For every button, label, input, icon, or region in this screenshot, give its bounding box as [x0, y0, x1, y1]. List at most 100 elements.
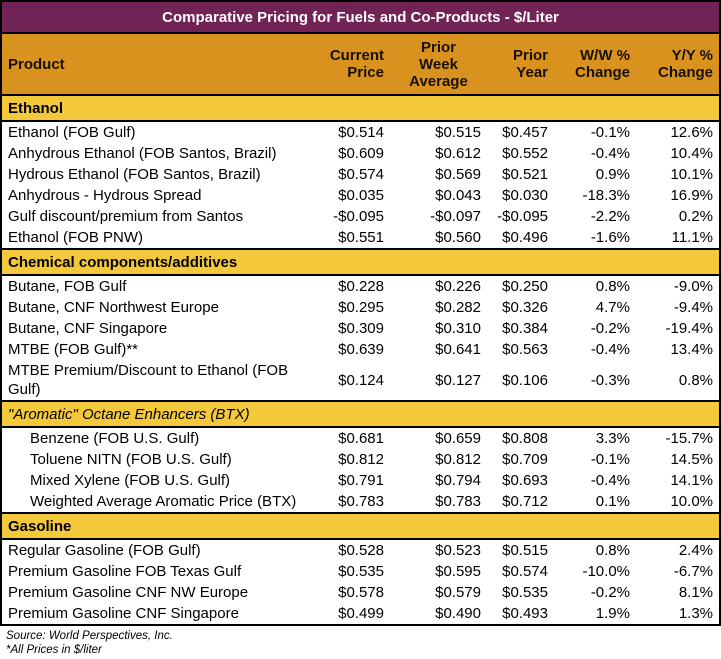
- current-price-cell: $0.514: [314, 121, 390, 143]
- prior-week-average-cell: $0.595: [390, 561, 487, 582]
- prior-week-average-cell: $0.226: [390, 275, 487, 297]
- section-header-row: "Aromatic" Octane Enhancers (BTX): [2, 400, 720, 428]
- current-price-cell: $0.783: [314, 491, 390, 513]
- current-price-cell: $0.578: [314, 582, 390, 603]
- product-cell: Butane, CNF Singapore: [2, 318, 314, 339]
- section-title: Chemical components/additives: [2, 248, 720, 276]
- ww-change-cell: 0.8%: [554, 539, 636, 561]
- product-cell: Gulf discount/premium from Santos: [2, 206, 314, 227]
- yy-change-cell: 10.4%: [636, 143, 720, 164]
- yy-change-cell: 13.4%: [636, 339, 720, 360]
- prior-year-cell: $0.384: [487, 318, 554, 339]
- column-header-prior-year: Prior Year: [487, 33, 554, 96]
- ww-change-cell: -0.2%: [554, 582, 636, 603]
- current-price-cell: $0.528: [314, 539, 390, 561]
- table-row: Ethanol (FOB PNW) $0.551 $0.560 $0.496 -1.6%…: [2, 227, 720, 249]
- current-price-cell: $0.639: [314, 339, 390, 360]
- yy-change-cell: 16.9%: [636, 185, 720, 206]
- prior-week-average-cell: $0.794: [390, 470, 487, 491]
- column-header-prior-week-average: Prior Week Average: [390, 33, 487, 96]
- table-row: Premium Gasoline CNF NW Europe $0.578 $0.5…: [2, 582, 720, 603]
- table-row: MTBE Premium/Discount to Ethanol (FOB Gu…: [2, 360, 720, 401]
- prior-week-average-cell: $0.043: [390, 185, 487, 206]
- table-row: Premium Gasoline CNF Singapore $0.499 $0.4…: [2, 603, 720, 624]
- yy-change-cell: 10.1%: [636, 164, 720, 185]
- prior-year-cell: $0.521: [487, 164, 554, 185]
- prior-year-cell: $0.808: [487, 427, 554, 449]
- prior-year-cell: $0.496: [487, 227, 554, 249]
- prior-week-average-cell: $0.569: [390, 164, 487, 185]
- ww-change-cell: -0.3%: [554, 360, 636, 401]
- product-cell: Ethanol (FOB Gulf): [2, 121, 314, 143]
- ww-change-cell: -0.1%: [554, 449, 636, 470]
- yy-change-cell: 8.1%: [636, 582, 720, 603]
- table-row: Butane, FOB Gulf $0.228 $0.226 $0.250 0.8% -9…: [2, 275, 720, 297]
- prior-week-average-cell: $0.560: [390, 227, 487, 249]
- yy-change-cell: 0.2%: [636, 206, 720, 227]
- prior-year-cell: $0.574: [487, 561, 554, 582]
- source-note: Source: World Perspectives, Inc.: [6, 630, 173, 642]
- ww-change-cell: -0.4%: [554, 470, 636, 491]
- yy-change-cell: 2.4%: [636, 539, 720, 561]
- product-cell: Benzene (FOB U.S. Gulf): [2, 427, 314, 449]
- table-title: Comparative Pricing for Fuels and Co-Pro…: [2, 2, 720, 34]
- ww-change-cell: -0.2%: [554, 318, 636, 339]
- product-cell: Weighted Average Aromatic Price (BTX): [2, 491, 314, 513]
- table-row: Weighted Average Aromatic Price (BTX) $0.…: [2, 491, 720, 513]
- ww-change-cell: -1.6%: [554, 227, 636, 249]
- table-row: Ethanol (FOB Gulf) $0.514 $0.515 $0.457 -0.1…: [2, 121, 720, 143]
- current-price-cell: $0.309: [314, 318, 390, 339]
- product-cell: Anhydrous - Hydrous Spread: [2, 185, 314, 206]
- prior-week-average-cell: $0.641: [390, 339, 487, 360]
- product-cell: Mixed Xylene (FOB U.S. Gulf): [2, 470, 314, 491]
- ww-change-cell: 3.3%: [554, 427, 636, 449]
- prior-year-cell: $0.552: [487, 143, 554, 164]
- prior-year-cell: $0.457: [487, 121, 554, 143]
- yy-change-cell: 11.1%: [636, 227, 720, 249]
- prior-week-average-cell: $0.783: [390, 491, 487, 513]
- current-price-cell: $0.499: [314, 603, 390, 624]
- prior-year-cell: $0.712: [487, 491, 554, 513]
- table-row: Gulf discount/premium from Santos -$0.095…: [2, 206, 720, 227]
- yy-change-cell: 14.1%: [636, 470, 720, 491]
- prior-week-average-cell: $0.579: [390, 582, 487, 603]
- column-header-current-price: Current Price: [314, 33, 390, 96]
- column-header-yy-change: Y/Y % Change: [636, 33, 720, 96]
- ww-change-cell: -0.1%: [554, 121, 636, 143]
- current-price-cell: $0.574: [314, 164, 390, 185]
- table-row: Toluene NITN (FOB U.S. Gulf) $0.812 $0.812…: [2, 449, 720, 470]
- yy-change-cell: -6.7%: [636, 561, 720, 582]
- current-price-cell: $0.228: [314, 275, 390, 297]
- current-price-cell: $0.681: [314, 427, 390, 449]
- product-cell: MTBE Premium/Discount to Ethanol (FOB Gu…: [2, 360, 314, 401]
- ww-change-cell: -0.4%: [554, 339, 636, 360]
- table-row: Anhydrous - Hydrous Spread $0.035 $0.043 $0…: [2, 185, 720, 206]
- table-row: Butane, CNF Northwest Europe $0.295 $0.282…: [2, 297, 720, 318]
- prior-week-average-cell: -$0.097: [390, 206, 487, 227]
- price-unit-note: *All Prices in $/liter: [6, 644, 102, 656]
- table-frame: Comparative Pricing for Fuels and Co-Pro…: [0, 0, 721, 626]
- prior-year-cell: $0.493: [487, 603, 554, 624]
- yy-change-cell: -9.4%: [636, 297, 720, 318]
- current-price-cell: $0.535: [314, 561, 390, 582]
- column-header-product: Product: [2, 33, 314, 96]
- product-cell: Ethanol (FOB PNW): [2, 227, 314, 249]
- prior-year-cell: $0.709: [487, 449, 554, 470]
- product-cell: Butane, FOB Gulf: [2, 275, 314, 297]
- yy-change-cell: 1.3%: [636, 603, 720, 624]
- prior-year-cell: $0.030: [487, 185, 554, 206]
- title-row: Comparative Pricing for Fuels and Co-Pro…: [2, 2, 720, 34]
- pricing-table: Comparative Pricing for Fuels and Co-Pro…: [2, 2, 720, 624]
- product-cell: Toluene NITN (FOB U.S. Gulf): [2, 449, 314, 470]
- current-price-cell: $0.124: [314, 360, 390, 401]
- prior-week-average-cell: $0.612: [390, 143, 487, 164]
- table-row: Benzene (FOB U.S. Gulf) $0.681 $0.659 $0.80…: [2, 427, 720, 449]
- table-row: Regular Gasoline (FOB Gulf) $0.528 $0.523 $…: [2, 539, 720, 561]
- current-price-cell: $0.551: [314, 227, 390, 249]
- section-header-row: Chemical components/additives: [2, 248, 720, 276]
- table-row: Mixed Xylene (FOB U.S. Gulf) $0.791 $0.794…: [2, 470, 720, 491]
- table-row: MTBE (FOB Gulf)** $0.639 $0.641 $0.563 -0.4%…: [2, 339, 720, 360]
- current-price-cell: $0.791: [314, 470, 390, 491]
- section-header-row: Gasoline: [2, 512, 720, 540]
